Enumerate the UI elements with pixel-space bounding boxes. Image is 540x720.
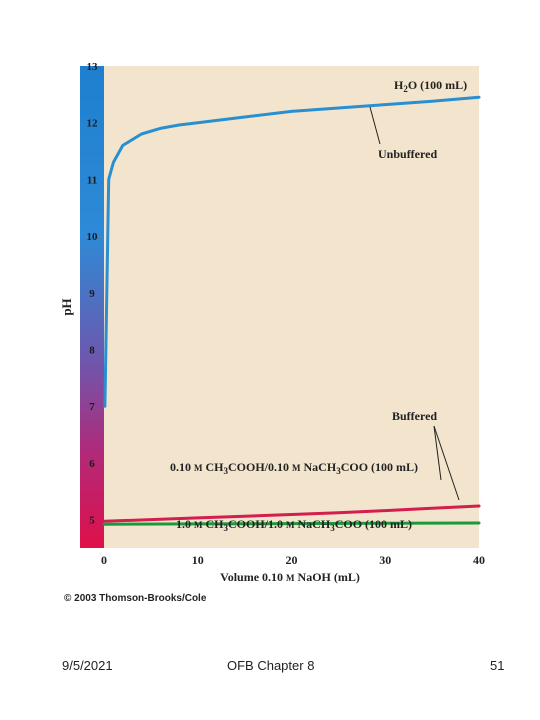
x-tick-label: 10 (192, 553, 204, 567)
h2o-series-label: H2O (100 mL) (394, 78, 467, 94)
buffered-label: Buffered (392, 409, 437, 423)
buffered-pointer-2 (433, 425, 460, 501)
y-tick-label: 8 (89, 345, 95, 357)
plot-area (104, 66, 479, 548)
buffer-dilute-line (102, 504, 481, 523)
y-axis-label: pH (59, 298, 74, 315)
y-tick-label: 12 (87, 118, 99, 130)
y-tick-label: 5 (89, 515, 95, 527)
unbuffered-label: Unbuffered (378, 147, 437, 161)
x-tick-label: 20 (286, 553, 298, 567)
x-tick-label: 0 (101, 553, 107, 567)
y-tick-label: 11 (87, 174, 97, 186)
x-tick-label: 30 (379, 553, 391, 567)
x-axis-label: Volume 0.10 M NaOH (mL) (220, 570, 360, 584)
buffer-concentrated-line (102, 521, 481, 526)
unbuffered-pointer (369, 106, 381, 145)
y-tick-label: 9 (89, 288, 95, 300)
y-tick-label: 6 (89, 458, 95, 470)
footer-date: 9/5/2021 (62, 658, 113, 673)
x-tick-label: 40 (473, 553, 485, 567)
y-tick-label: 7 (89, 401, 95, 413)
y-tick-label: 10 (87, 231, 99, 243)
footer-title: OFB Chapter 8 (227, 658, 315, 673)
copyright-text: © 2003 Thomson-Brooks/Cole (64, 593, 207, 604)
buffered-pointer-1 (433, 425, 442, 481)
footer-page-number: 51 (490, 658, 505, 673)
buffer1-series-label: 0.10 M CH3COOH/0.10 M NaCH3COO (100 mL) (170, 460, 418, 476)
y-axis-gradient-strip (80, 66, 104, 548)
y-tick-label: 13 (87, 61, 99, 73)
buffer2-series-label: 1.0 M CH3COOH/1.0 M NaCH3COO (100 mL) (176, 517, 412, 533)
water-unbuffered-line (103, 95, 481, 408)
